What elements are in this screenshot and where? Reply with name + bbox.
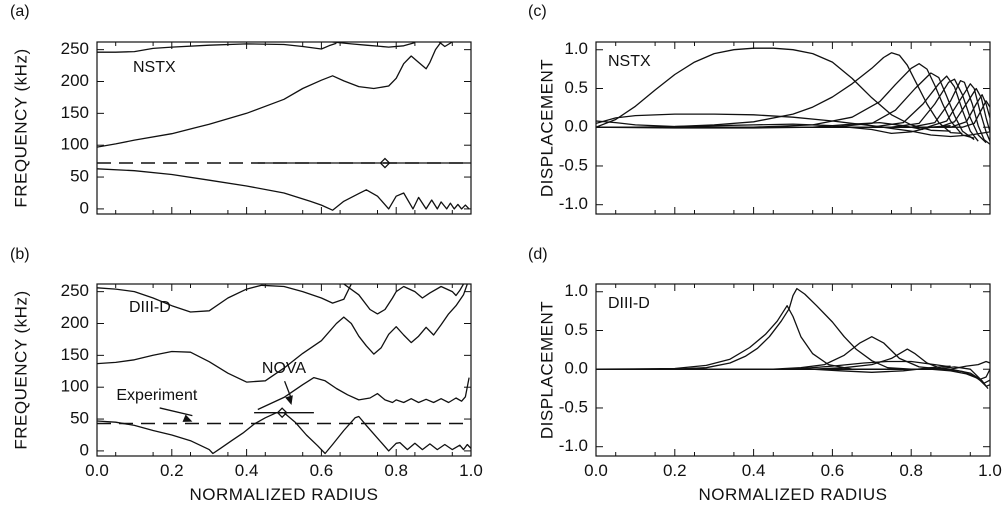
series-line-2 (596, 336, 943, 370)
y-tick-label: 0.5 (564, 320, 588, 339)
y-tick-label: 100 (61, 135, 89, 154)
y-axis-title: DISPLACEMENT (537, 59, 556, 197)
x-tick-label: 0.8 (899, 461, 923, 480)
diamond-marker (379, 157, 391, 169)
y-tick-label: -1.0 (559, 194, 588, 213)
series-line-5 (596, 78, 987, 144)
panel-tag: (c) (528, 3, 547, 20)
series-line-8 (596, 368, 990, 384)
y-tick-label: 1.0 (564, 39, 588, 58)
series-line-1 (343, 284, 465, 315)
y-tick-label: 0 (80, 440, 89, 459)
x-axis-title: NORMALIZED RADIUS (699, 485, 888, 504)
panel-tag: (d) (528, 246, 548, 263)
y-tick-label: 0.0 (564, 117, 588, 136)
y-tick-label: 0.5 (564, 78, 588, 97)
series-line-10 (596, 100, 990, 128)
x-tick-label: 0.4 (235, 461, 259, 480)
y-tick-label: 0 (80, 198, 89, 217)
series-line-1 (596, 52, 963, 135)
panel-1: (b) DIII-D FREQUENCY (kHz) 0 50 100 150 200 250 0… (10, 246, 483, 504)
panel-label: DIII-D (608, 295, 650, 312)
series-line-7 (596, 366, 989, 389)
annotation-label: NOVA (262, 360, 306, 377)
series-line-3 (438, 42, 453, 48)
y-tick-label: 250 (61, 39, 89, 58)
y-tick-label: 150 (61, 345, 89, 364)
y-tick-label: 50 (70, 167, 89, 186)
y-tick-label: 200 (61, 71, 89, 90)
x-tick-label: 0.4 (742, 461, 766, 480)
panel-label: NSTX (133, 59, 176, 76)
y-axis-title: FREQUENCY (kHz) (11, 290, 30, 449)
diamond-marker (276, 407, 288, 419)
series-line-4 (97, 412, 471, 455)
annotation-arrow (159, 407, 193, 417)
series-line-2 (97, 42, 442, 148)
y-tick-label: 150 (61, 103, 89, 122)
x-tick-label: 0.0 (584, 461, 608, 480)
panel-tag: (b) (10, 246, 30, 263)
x-tick-label: 0.6 (310, 461, 334, 480)
series-group (97, 42, 471, 211)
series-line-3 (596, 72, 975, 141)
series-line-2 (596, 63, 975, 139)
series-group (97, 284, 471, 455)
x-tick-label: 0.6 (821, 461, 845, 480)
series-line-11 (596, 113, 990, 138)
series-group (596, 47, 990, 145)
y-tick-label: -0.5 (559, 397, 588, 416)
series-line-0 (97, 284, 352, 313)
plot-frame (96, 41, 472, 215)
x-tick-label: 0.8 (384, 461, 408, 480)
series-line-2 (97, 284, 468, 383)
series-line-3 (596, 348, 943, 370)
y-tick-label: 200 (61, 313, 89, 332)
panel-0: (a) NSTX FREQUENCY (kHz) 0 50 100 150 200 250 (10, 3, 472, 217)
y-tick-label: -0.5 (559, 155, 588, 174)
series-line-12 (596, 120, 951, 135)
series-line-4 (596, 75, 979, 142)
panel-3: (d) DIII-D DISPLACEMENT 1.0 0.5 0.0 -0.5 -1.0 0.… (528, 246, 1002, 504)
panel-label: DIII-D (129, 299, 171, 316)
series-line-7 (596, 83, 990, 142)
series-line-10 (596, 368, 990, 380)
series-group (596, 287, 990, 389)
y-tick-label: -1.0 (559, 436, 588, 455)
y-axis-title: FREQUENCY (kHz) (11, 48, 30, 207)
x-tick-label: 0.0 (85, 461, 109, 480)
panel-2: (c) NSTX DISPLACEMENT 1.0 0.5 0.0 -0.5 -1.0 (528, 3, 991, 215)
x-axis-title: NORMALIZED RADIUS (190, 485, 379, 504)
x-tick-label: 0.2 (663, 461, 687, 480)
x-tick-label: 0.2 (160, 461, 184, 480)
x-tick-label: 1.0 (978, 461, 1002, 480)
x-tick-label: 1.0 (459, 461, 483, 480)
series-line-13 (596, 121, 924, 131)
y-tick-label: 250 (61, 281, 89, 300)
y-tick-label: 50 (70, 409, 89, 428)
series-line-1 (332, 42, 416, 48)
series-line-4 (97, 168, 470, 211)
annotation-label: Experiment (116, 387, 197, 404)
y-tick-label: 100 (61, 377, 89, 396)
y-tick-label: 0.0 (564, 359, 588, 378)
arrow-head (285, 395, 293, 406)
series-line-6 (596, 368, 990, 387)
plot-frame (96, 283, 472, 457)
panel-tag: (a) (10, 3, 30, 20)
plot-frame (595, 41, 991, 215)
y-tick-label: 1.0 (564, 281, 588, 300)
panel-label: NSTX (608, 53, 651, 70)
plot-frame (595, 283, 991, 457)
series-line-1 (596, 305, 892, 370)
series-line-0 (596, 47, 951, 132)
series-line-3 (257, 376, 470, 411)
y-axis-title: DISPLACEMENT (537, 301, 556, 439)
series-line-0 (97, 42, 337, 53)
series-line-0 (596, 287, 912, 370)
arrow-head (182, 414, 193, 422)
